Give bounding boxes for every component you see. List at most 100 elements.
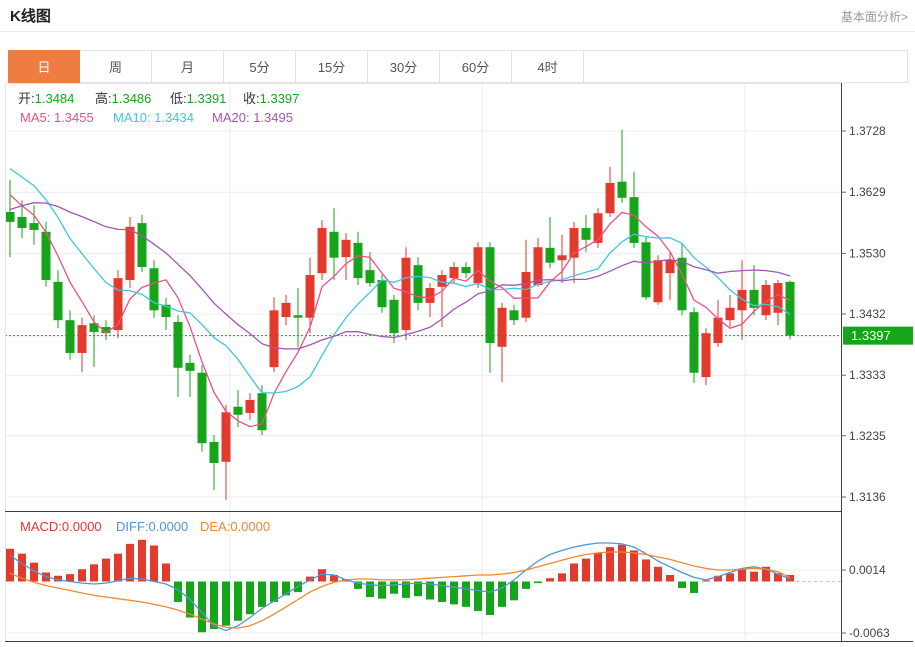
- tab-4hour[interactable]: 4时: [512, 50, 584, 83]
- macd-bar: [30, 562, 38, 582]
- candle-body: [209, 441, 219, 463]
- macd-bar: [486, 581, 494, 616]
- candle-body: [77, 325, 87, 353]
- macd-bar: [666, 574, 674, 582]
- quote-low-value: 1.3391: [186, 91, 227, 106]
- candle-body: [749, 289, 759, 308]
- tab-15min[interactable]: 15分: [296, 50, 368, 83]
- macd-legend-dea-label: DEA:: [200, 519, 231, 534]
- macd-bar: [138, 539, 146, 582]
- macd-bar: [162, 563, 170, 582]
- macd-legend-dea-value: 0.0000: [230, 519, 271, 534]
- candle-body: [701, 333, 711, 378]
- macd-bar: [570, 563, 578, 582]
- macd-bar: [306, 576, 314, 582]
- axis-tick-label: 1.3235: [849, 429, 886, 443]
- candle-body: [497, 307, 507, 347]
- candle-body: [461, 267, 471, 274]
- candle-body: [293, 315, 303, 318]
- candle-body: [185, 362, 195, 371]
- macd-legend-macd-value: 0.0000: [61, 519, 102, 534]
- candle-body: [101, 326, 111, 334]
- macd-bar: [714, 575, 722, 582]
- candle-body: [161, 304, 171, 318]
- quote-high: 高:1.3486: [95, 91, 151, 106]
- macd-bar: [726, 573, 734, 582]
- macd-bar: [690, 581, 698, 593]
- quote-close: 收:1.3397: [243, 91, 299, 106]
- ma20-line: [9, 202, 791, 350]
- candle-body: [473, 247, 483, 284]
- macd-bar: [498, 581, 506, 607]
- macd-bar: [438, 581, 446, 602]
- macd-bar: [150, 545, 158, 582]
- quote-high-label: 高:: [95, 91, 112, 106]
- quote-ma20: MA20: 1.3495: [212, 110, 293, 125]
- axis-tick-label: 1.3136: [849, 490, 886, 504]
- candle-body: [389, 299, 399, 334]
- macd-bar: [510, 581, 518, 601]
- candle-body: [641, 242, 651, 298]
- macd-legend-macd: MACD:0.0000: [20, 519, 102, 534]
- macd-bar: [582, 558, 590, 582]
- tab-week[interactable]: 周: [80, 50, 152, 83]
- fundamental-analysis-link[interactable]: 基本面分析>: [840, 10, 908, 24]
- candle-body: [449, 267, 459, 279]
- tabbar-filler: [584, 50, 908, 83]
- macd-bar: [78, 569, 86, 582]
- tab-day[interactable]: 日: [8, 50, 80, 83]
- candle-body: [581, 228, 591, 240]
- macd-bar: [174, 581, 182, 602]
- tab-month[interactable]: 月: [152, 50, 224, 83]
- candle-body: [353, 242, 363, 279]
- macd-bar: [378, 581, 386, 599]
- price-badge: [843, 326, 913, 345]
- candle-body: [53, 281, 63, 321]
- candle-body: [485, 247, 495, 344]
- macd-bar: [606, 547, 614, 582]
- macd-bar: [330, 574, 338, 582]
- candle-body: [593, 213, 603, 243]
- macd-bar: [66, 574, 74, 582]
- quote-ma10: MA10: 1.3434: [113, 110, 194, 125]
- quote-ma20-value: 1.3495: [253, 110, 293, 125]
- macd-bar: [90, 564, 98, 582]
- axis-tick-label: 1.3333: [849, 368, 886, 382]
- candle-body: [317, 228, 327, 274]
- macd-bar: [426, 581, 434, 600]
- candle-body: [41, 231, 51, 280]
- axis-tick-label: -0.0063: [849, 626, 890, 640]
- macd-bar: [18, 553, 26, 582]
- tab-5min[interactable]: 5分: [224, 50, 296, 83]
- tab-60min[interactable]: 60分: [440, 50, 512, 83]
- diff-line: [9, 542, 791, 632]
- macd-bar: [210, 581, 218, 629]
- quote-ma10-label: MA10:: [113, 110, 155, 125]
- candle-body: [773, 283, 783, 313]
- macd-bar: [642, 559, 650, 582]
- macd-bar: [678, 581, 686, 589]
- macd-legend-diff: DIFF:0.0000: [116, 519, 188, 534]
- macd-bar: [630, 550, 638, 582]
- axis-tick-label: 1.3629: [849, 185, 886, 199]
- tab-30min[interactable]: 30分: [368, 50, 440, 83]
- candle-body: [125, 226, 135, 280]
- candle-body: [533, 247, 543, 285]
- quote-ma5: MA5: 1.3455: [20, 110, 94, 125]
- macd-legend-diff-value: 0.0000: [148, 519, 189, 534]
- macd-bar: [546, 578, 554, 582]
- macd-bar: [114, 553, 122, 582]
- candle-body: [233, 406, 243, 415]
- macd-bar: [762, 566, 770, 582]
- candle-body: [257, 393, 267, 431]
- axis-tick-label: 1.3728: [849, 124, 886, 138]
- candle-body: [509, 310, 519, 321]
- candle-body: [689, 312, 699, 373]
- macd-bar: [246, 581, 254, 615]
- axis-tick-label: 1.3530: [849, 246, 886, 260]
- candle-body: [737, 289, 747, 311]
- candle-body: [113, 278, 123, 331]
- period-tabbar: 日周月 5分 15分 30分 60分 4时: [8, 50, 908, 83]
- candle-body: [377, 279, 387, 308]
